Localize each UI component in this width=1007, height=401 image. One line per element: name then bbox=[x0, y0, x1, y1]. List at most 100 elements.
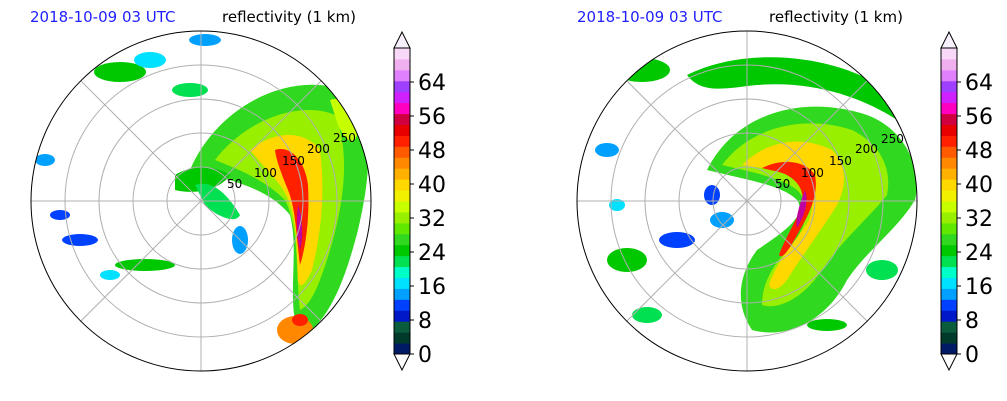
colorbar-tick-label: 16 bbox=[418, 275, 446, 300]
colorbar-segment bbox=[941, 299, 957, 311]
colorbar-segment bbox=[941, 201, 957, 213]
colorbar-tick-label: 8 bbox=[965, 309, 979, 334]
right-ring-labels: 50 100 150 200 250 bbox=[775, 132, 904, 191]
colorbar-segment bbox=[394, 179, 410, 191]
colorbar-segment bbox=[941, 168, 957, 180]
right-plot-boundary bbox=[576, 30, 918, 372]
colorbar-tick-label: 64 bbox=[965, 71, 993, 96]
left-panel: 2018-10-09 03 UTC reflectivity (1 km) bbox=[0, 0, 500, 401]
colorbar-segment bbox=[941, 288, 957, 300]
colorbar-segment bbox=[394, 201, 410, 213]
right-range-rings bbox=[577, 31, 917, 371]
colorbar-segment bbox=[394, 244, 410, 257]
left-plot-boundary bbox=[30, 30, 372, 372]
colorbar-segment bbox=[941, 135, 957, 147]
colorbar-segment bbox=[394, 157, 410, 169]
colorbar-segment bbox=[941, 277, 957, 289]
colorbar-segment bbox=[394, 266, 410, 278]
colorbar-min-extend bbox=[940, 353, 958, 372]
colorbar-tick-label: 48 bbox=[965, 139, 993, 164]
colorbar-segment bbox=[941, 91, 957, 104]
colorbar-segment bbox=[941, 343, 957, 355]
colorbar-segment bbox=[394, 299, 410, 311]
colorbar-segment bbox=[941, 179, 957, 191]
colorbar-segment bbox=[394, 255, 410, 268]
colorbar-segment bbox=[941, 48, 957, 60]
colorbar-segment bbox=[394, 135, 410, 147]
colorbar-tick-label: 40 bbox=[418, 173, 446, 198]
left-ring-label-100: 100 bbox=[254, 166, 277, 180]
left-ring-labels: 50 100 150 200 250 bbox=[227, 131, 356, 191]
colorbar-segment bbox=[394, 48, 410, 60]
colorbar-tick-label: 0 bbox=[965, 343, 979, 368]
colorbar-tick-label: 32 bbox=[418, 207, 446, 232]
left-ring-label-50: 50 bbox=[227, 177, 242, 191]
colorbar-tick-label: 56 bbox=[965, 105, 993, 130]
colorbar-segment bbox=[394, 80, 410, 93]
right-ring-label-250: 250 bbox=[881, 132, 904, 146]
colorbar-segment bbox=[941, 146, 957, 158]
colorbar-tick-label: 0 bbox=[418, 343, 432, 368]
colorbar-segment bbox=[941, 332, 957, 344]
colorbar-segment bbox=[941, 233, 957, 246]
left-ring-label-200: 200 bbox=[307, 142, 330, 156]
colorbar-segment bbox=[394, 102, 410, 115]
colorbar-tick-label: 40 bbox=[965, 173, 993, 198]
colorbar-tick-label: 24 bbox=[965, 241, 993, 266]
colorbar-segment bbox=[394, 288, 410, 300]
colorbar-segment bbox=[941, 190, 957, 202]
colorbar-max-extend bbox=[393, 30, 411, 49]
colorbar-frame bbox=[940, 47, 958, 355]
colorbar-segment bbox=[941, 80, 957, 93]
colorbar-segment bbox=[394, 233, 410, 246]
colorbar-segment bbox=[941, 69, 957, 82]
colorbar-segment bbox=[394, 321, 410, 333]
left-colorbar: 0 8 16 24 32 40 48 56 64 bbox=[393, 30, 446, 372]
colorbar-segment bbox=[941, 113, 957, 125]
colorbar-segment bbox=[394, 277, 410, 289]
right-ring-label-50: 50 bbox=[775, 177, 790, 191]
colorbar-segment bbox=[941, 321, 957, 333]
colorbar-segment bbox=[941, 222, 957, 235]
colorbar-segment bbox=[394, 113, 410, 125]
left-time-label: 2018-10-09 03 UTC bbox=[30, 8, 176, 26]
colorbar-segment bbox=[394, 69, 410, 82]
colorbar-tick-label: 64 bbox=[418, 71, 446, 96]
colorbar-segment bbox=[941, 157, 957, 169]
colorbar-segment bbox=[394, 124, 410, 136]
right-panel: 2018-10-09 03 UTC reflectivity (1 km) bbox=[547, 0, 1007, 401]
colorbar-tick-label: 16 bbox=[965, 275, 993, 300]
left-radar-plot: 50 100 150 200 250 0 8 16 24 32 40 48 56 64 bbox=[30, 30, 446, 372]
right-radar-plot: 50 100 150 200 250 0 8 16 24 32 40 48 56 64 bbox=[576, 30, 993, 372]
colorbar-segment bbox=[394, 91, 410, 104]
right-ring-label-100: 100 bbox=[801, 166, 824, 180]
left-ring-label-150: 150 bbox=[282, 154, 305, 168]
colorbar-segment bbox=[941, 244, 957, 257]
colorbar-segment bbox=[941, 102, 957, 115]
left-range-rings bbox=[31, 31, 371, 371]
colorbar-segment bbox=[394, 310, 410, 322]
right-field-label: reflectivity (1 km) bbox=[769, 8, 903, 26]
colorbar-segment bbox=[394, 168, 410, 180]
colorbar-tick-label: 32 bbox=[965, 207, 993, 232]
right-ring-label-200: 200 bbox=[855, 142, 878, 156]
colorbar-segment bbox=[394, 190, 410, 202]
left-ring-label-250: 250 bbox=[333, 131, 356, 145]
colorbar-segment bbox=[394, 146, 410, 158]
colorbar-tick-label: 48 bbox=[418, 139, 446, 164]
colorbar-segment bbox=[394, 332, 410, 344]
colorbar-segment bbox=[941, 124, 957, 136]
colorbar-segment bbox=[941, 58, 957, 71]
colorbar-frame bbox=[393, 47, 411, 355]
colorbar-segment bbox=[394, 211, 410, 224]
left-echo-layer bbox=[35, 34, 369, 344]
colorbar-max-extend bbox=[940, 30, 958, 49]
right-time-label: 2018-10-09 03 UTC bbox=[577, 8, 723, 26]
colorbar-min-extend bbox=[393, 353, 411, 372]
colorbar-segment bbox=[941, 211, 957, 224]
colorbar-segment bbox=[941, 255, 957, 268]
colorbar-segment bbox=[394, 58, 410, 71]
colorbar-tick-label: 56 bbox=[418, 105, 446, 130]
right-ring-label-150: 150 bbox=[829, 154, 852, 168]
left-field-label: reflectivity (1 km) bbox=[222, 8, 356, 26]
